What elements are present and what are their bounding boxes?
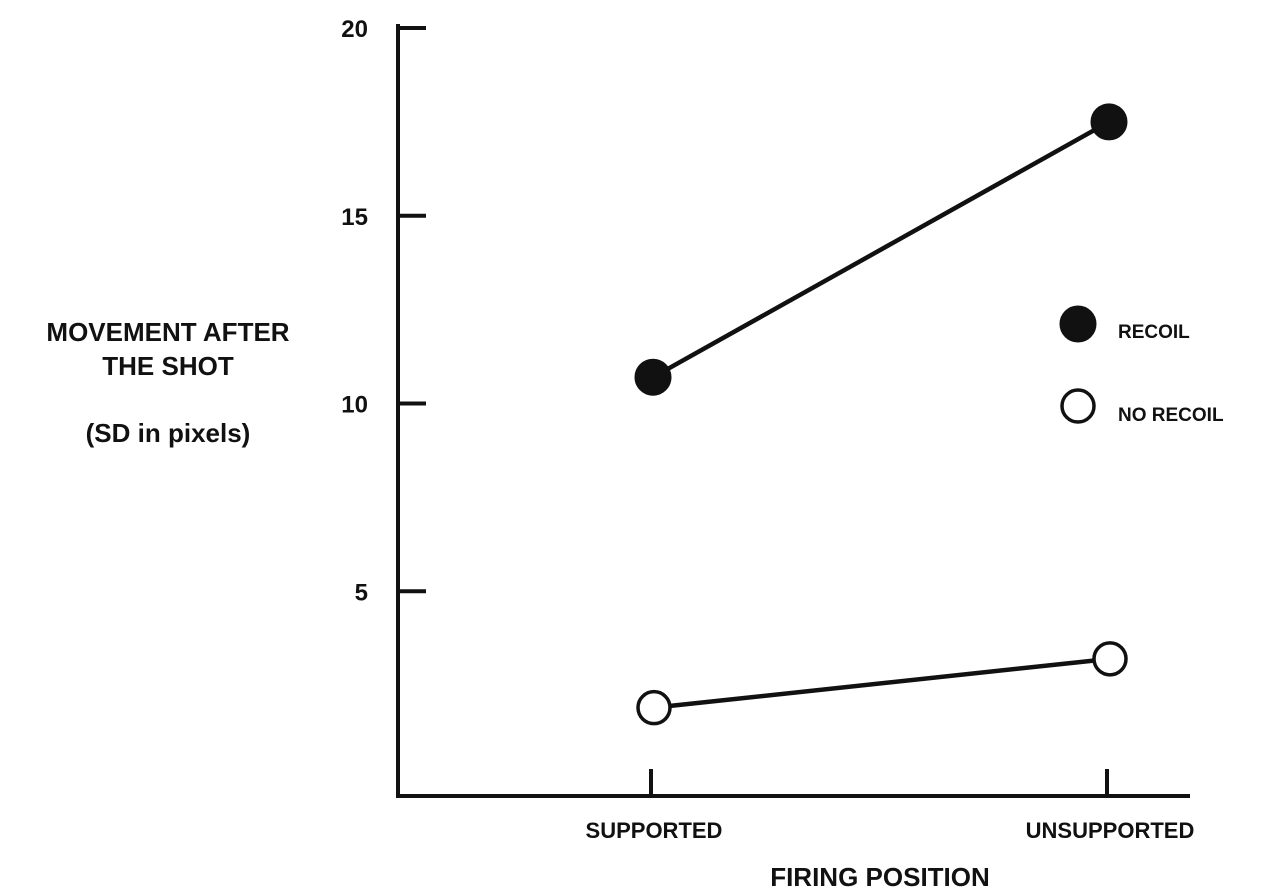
x-axis-ticks: SUPPORTED UNSUPPORTED [586, 769, 1195, 843]
point-no-recoil-supported [636, 689, 672, 726]
plot-area [634, 103, 1128, 726]
legend-marker-recoil [1059, 305, 1097, 343]
y-tick-label-15: 15 [341, 204, 368, 231]
series-line-recoil [651, 119, 1111, 380]
x-tick-label-unsupported: UNSUPPORTED [1026, 818, 1195, 843]
point-recoil-unsupported [1090, 103, 1128, 141]
point-no-recoil-unsupported [1092, 641, 1128, 677]
legend-label-no-recoil: NO RECOIL [1118, 405, 1224, 426]
y-tick-label-20: 20 [341, 16, 368, 43]
x-tick-label-supported: SUPPORTED [586, 818, 723, 843]
legend-label-recoil: RECOIL [1118, 322, 1190, 343]
legend-marker-no-recoil [1060, 388, 1096, 424]
y-axis-title-line-3: (SD in pixels) [86, 418, 251, 448]
y-axis-title-line-2: THE SHOT [102, 351, 234, 381]
y-tick-label-5: 5 [355, 579, 368, 606]
point-recoil-supported [634, 358, 672, 396]
x-axis-title: FIRING POSITION [770, 862, 990, 892]
y-tick-label-10: 10 [341, 392, 368, 419]
legend: RECOIL NO RECOIL [1059, 305, 1224, 426]
series-line-no-recoil [653, 656, 1111, 710]
y-axis-ticks: 5 10 15 20 [341, 16, 426, 606]
y-axis-title-line-1: MOVEMENT AFTER [46, 317, 289, 347]
